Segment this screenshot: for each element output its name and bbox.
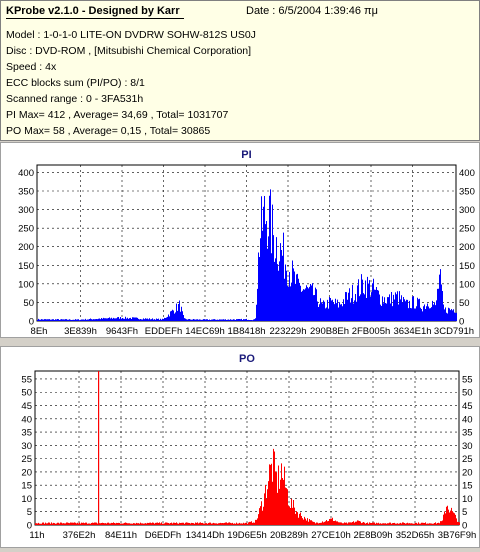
pi-xtick: 2FB005h <box>352 326 391 337</box>
po-xtick: 11h <box>29 530 44 541</box>
pi-ytick-right: 0 <box>459 317 464 328</box>
po-chart-title: PO <box>239 353 255 365</box>
po-ytick-right: 10 <box>462 494 473 505</box>
po-series <box>35 371 460 525</box>
po-ytick-left: 40 <box>21 414 32 425</box>
po-xtick: 376E2h <box>63 530 96 541</box>
po-chart-panel: PO 0 0 5 5 10 10 15 15 20 20 25 25 30 30 35 35 40 40 45 45 50… <box>0 346 480 548</box>
po-ytick-right: 45 <box>462 401 473 412</box>
pi-xtick: 290B8Eh <box>310 326 349 337</box>
po-summary-line: PO Max= 58 , Average= 0,15 , Total= 3086… <box>6 125 211 137</box>
app-title: KProbe v2.1.0 - Designed by Karr <box>6 5 180 17</box>
po-ytick-right: 35 <box>462 428 473 439</box>
pi-ytick-left: 0 <box>29 317 34 328</box>
speed-line: Speed : 4x <box>6 61 57 73</box>
pi-ytick-left: 400 <box>18 168 34 179</box>
po-xtick: 352D65h <box>396 530 435 541</box>
pi-ytick-left: 350 <box>18 187 34 198</box>
po-ytick-left: 0 <box>27 521 32 532</box>
pi-summary-line: PI Max= 412 , Average= 34,69 , Total= 10… <box>6 109 229 121</box>
pi-xtick: EDDEFh <box>145 326 182 337</box>
pi-ytick-right: 200 <box>459 242 475 253</box>
title-underline <box>6 18 184 19</box>
pi-ytick-left: 250 <box>18 224 34 235</box>
po-ytick-right: 40 <box>462 414 473 425</box>
pi-ytick-right: 150 <box>459 261 475 272</box>
pi-xtick: 14EC69h <box>185 326 225 337</box>
info-panel: KProbe v2.1.0 - Designed by Karr Date : … <box>0 0 480 141</box>
po-xtick: 27CE10h <box>311 530 351 541</box>
po-ytick-right: 0 <box>462 521 467 532</box>
po-ytick-left: 55 <box>21 374 32 385</box>
po-ytick-left: 45 <box>21 401 32 412</box>
pi-series <box>37 189 457 321</box>
pi-ytick-right: 300 <box>459 205 475 216</box>
po-ytick-left: 10 <box>21 494 32 505</box>
po-ytick-right: 15 <box>462 481 473 492</box>
po-xtick: 13414Dh <box>186 530 225 541</box>
ecc-line: ECC blocks sum (PI/PO) : 8/1 <box>6 77 145 89</box>
pi-ytick-right: 50 <box>459 298 470 309</box>
po-xtick: 3B76F9h <box>438 530 477 541</box>
pi-ytick-left: 50 <box>23 298 34 309</box>
po-ytick-right: 25 <box>462 454 473 465</box>
scan-date: Date : 6/5/2004 1:39:46 πμ <box>246 5 378 17</box>
pi-ytick-right: 100 <box>459 279 475 290</box>
po-xtick: D6EDFh <box>145 530 181 541</box>
po-ytick-right: 55 <box>462 374 473 385</box>
pi-chart-panel: PI 0 0 50 50 100 100 150 150 200 200 250 250 300 300 35… <box>0 142 480 338</box>
po-ytick-right: 50 <box>462 388 473 399</box>
pi-ytick-left: 100 <box>18 279 34 290</box>
pi-ytick-left: 200 <box>18 242 34 253</box>
pi-xtick: 3634E1h <box>393 326 431 337</box>
pi-xtick: 223229h <box>270 326 307 337</box>
pi-xtick: 3CD791h <box>434 326 474 337</box>
po-ytick-left: 35 <box>21 428 32 439</box>
pi-trace <box>37 189 457 321</box>
po-ytick-left: 25 <box>21 454 32 465</box>
pi-ytick-right: 350 <box>459 187 475 198</box>
pi-ytick-right: 400 <box>459 168 475 179</box>
po-ytick-right: 5 <box>462 507 467 518</box>
po-ytick-left: 5 <box>27 507 32 518</box>
po-xtick: 20B289h <box>270 530 308 541</box>
pi-xtick: 3E839h <box>64 326 97 337</box>
disc-line: Disc : DVD-ROM , [Mitsubishi Chemical Co… <box>6 45 252 57</box>
po-ytick-left: 20 <box>21 467 32 478</box>
pi-chart-title: PI <box>241 149 251 161</box>
pi-chart: PI 0 0 50 50 100 100 150 150 200 200 250 250 300 300 35… <box>18 149 475 337</box>
pi-ytick-left: 150 <box>18 261 34 272</box>
po-ytick-left: 30 <box>21 441 32 452</box>
po-ytick-left: 50 <box>21 388 32 399</box>
pi-xtick: 9643Fh <box>106 326 138 337</box>
po-trace <box>35 448 460 525</box>
range-line: Scanned range : 0 - 3FA531h <box>6 93 144 105</box>
po-xtick: 19D6E5h <box>227 530 267 541</box>
pi-xtick: 1B8418h <box>227 326 265 337</box>
po-ytick-right: 30 <box>462 441 473 452</box>
po-ytick-right: 20 <box>462 467 473 478</box>
po-xtick: 84E11h <box>105 530 137 541</box>
pi-ytick-left: 300 <box>18 205 34 216</box>
pi-ytick-right: 250 <box>459 224 475 235</box>
pi-xtick: 8Eh <box>31 326 48 337</box>
po-xtick: 2E8B09h <box>353 530 392 541</box>
model-line: Model : 1-0-1-0 LITE-ON DVDRW SOHW-812S … <box>6 29 256 41</box>
po-ytick-left: 15 <box>21 481 32 492</box>
